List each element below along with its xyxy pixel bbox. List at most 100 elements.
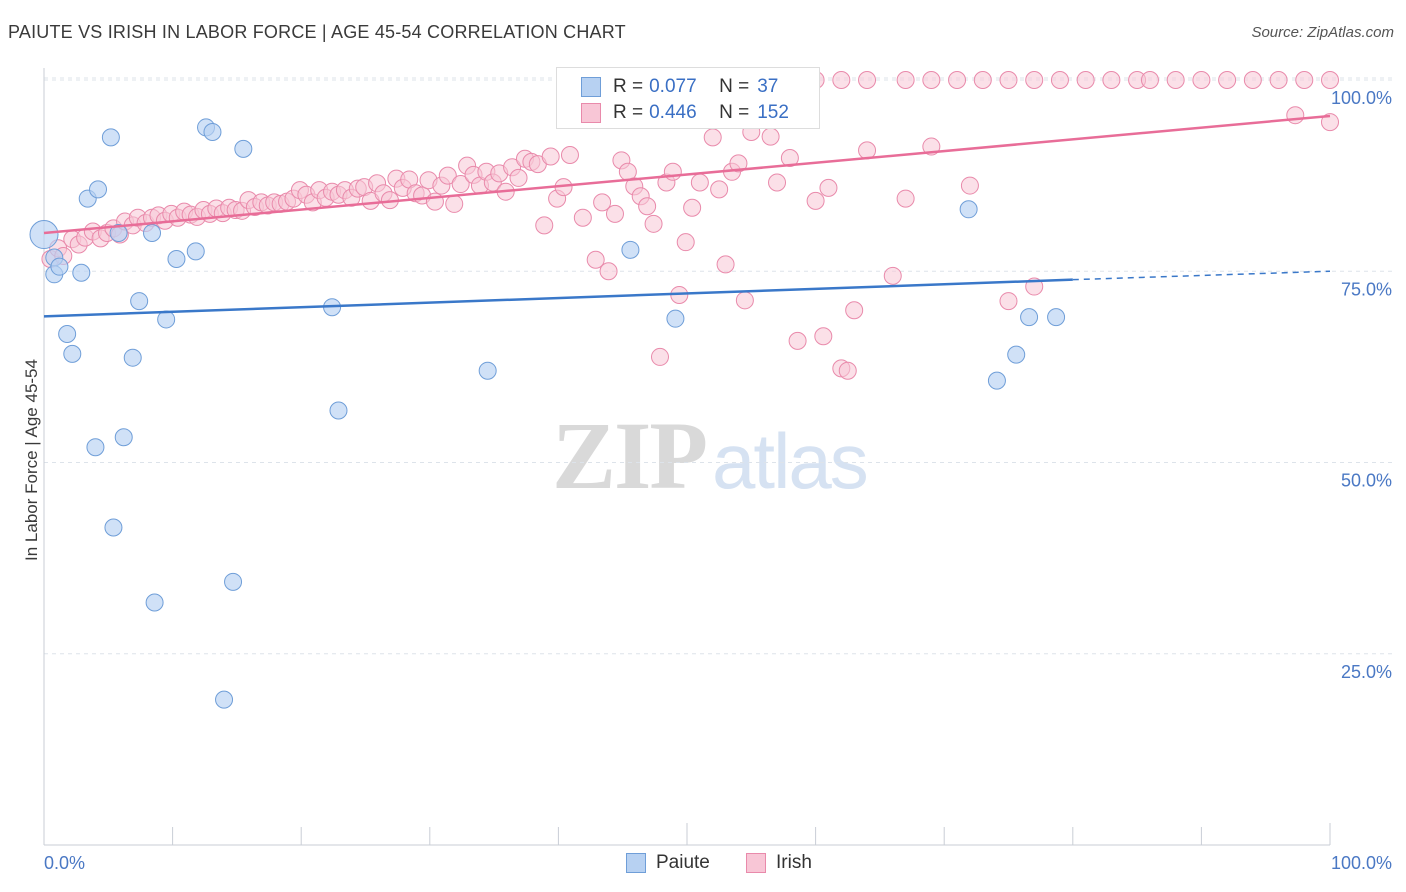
paiute-legend-swatch bbox=[626, 853, 646, 873]
irish-point bbox=[676, 233, 695, 252]
legend-r-label: R = bbox=[613, 76, 644, 97]
irish-point bbox=[1076, 71, 1095, 89]
paiute-point bbox=[234, 139, 253, 158]
irish-point bbox=[845, 301, 864, 320]
irish-point bbox=[599, 262, 618, 281]
paiute-point bbox=[123, 348, 142, 367]
irish-point bbox=[768, 173, 787, 192]
legend-row-paiute: R = 0.077 N = 37 bbox=[581, 74, 778, 100]
paiute-point bbox=[1020, 308, 1039, 327]
irish-swatch bbox=[581, 103, 601, 123]
irish-point bbox=[535, 216, 554, 235]
irish-point bbox=[1192, 71, 1211, 89]
irish-point bbox=[1321, 113, 1339, 132]
grid-layer bbox=[44, 77, 1392, 655]
irish-point bbox=[438, 166, 457, 185]
paiute-points bbox=[29, 71, 1066, 709]
irish-point bbox=[1243, 71, 1262, 89]
irish-point bbox=[1166, 71, 1185, 89]
irish-legend-swatch bbox=[746, 853, 766, 873]
paiute-point bbox=[224, 572, 243, 591]
irish-point bbox=[1295, 71, 1314, 89]
irish-point bbox=[1050, 71, 1069, 89]
irish-point bbox=[819, 178, 838, 197]
paiute-point bbox=[1047, 308, 1066, 327]
x-tick-label: 100.0% bbox=[1331, 853, 1392, 873]
legend-n-label: N = bbox=[719, 102, 750, 123]
paiute-point bbox=[72, 263, 91, 282]
irish-point bbox=[509, 168, 528, 187]
irish-point bbox=[788, 331, 807, 350]
irish-point bbox=[650, 347, 669, 366]
irish-point bbox=[761, 127, 780, 146]
paiute-point bbox=[109, 224, 128, 242]
irish-point bbox=[948, 71, 967, 89]
axis-layer bbox=[43, 68, 1331, 846]
irish-point bbox=[593, 193, 612, 212]
paiute-point bbox=[215, 690, 234, 709]
paiute-point bbox=[104, 518, 123, 537]
legend-r-value: 0.446 bbox=[649, 102, 697, 123]
x-tick-label: 0.0% bbox=[44, 853, 85, 873]
irish-point bbox=[683, 198, 702, 217]
paiute-trend-line bbox=[43, 278, 1073, 318]
paiute-point bbox=[329, 401, 348, 420]
irish-point bbox=[922, 71, 941, 89]
paiute-point bbox=[145, 593, 164, 612]
paiute-point bbox=[63, 344, 82, 363]
irish-point bbox=[1321, 71, 1339, 89]
irish-point bbox=[838, 361, 857, 380]
paiute-point bbox=[58, 324, 77, 343]
legend-row-irish: R = 0.446 N = 152 bbox=[581, 100, 789, 126]
tick-labels: 25.0% 50.0% 75.0% 100.0% 0.0% 100.0% bbox=[44, 88, 1392, 873]
irish-point bbox=[573, 208, 592, 227]
legend-r-value: 0.077 bbox=[649, 76, 697, 97]
irish-point bbox=[729, 154, 748, 173]
paiute-point bbox=[130, 292, 149, 311]
irish-point bbox=[644, 214, 663, 233]
irish-point bbox=[1102, 71, 1121, 89]
correlation-legend: R = 0.077 N = 37 R = 0.446 N = 152 bbox=[556, 67, 820, 129]
irish-point bbox=[896, 189, 915, 208]
irish-point bbox=[973, 71, 992, 89]
irish-point bbox=[560, 145, 579, 164]
legend-n-label: N = bbox=[719, 76, 750, 97]
paiute-point bbox=[666, 309, 685, 328]
paiute-point bbox=[621, 240, 640, 259]
irish-trend-line bbox=[43, 114, 1331, 235]
irish-point bbox=[663, 162, 682, 181]
paiute-point bbox=[101, 128, 120, 147]
irish-point bbox=[445, 194, 464, 213]
chart-title: PAIUTE VS IRISH IN LABOR FORCE | AGE 45-… bbox=[8, 22, 626, 42]
paiute-point bbox=[186, 242, 205, 261]
paiute-point bbox=[29, 220, 59, 250]
paiute-point bbox=[478, 361, 497, 380]
series-legend-paiute[interactable]: Paiute bbox=[626, 852, 710, 874]
irish-point bbox=[703, 128, 722, 147]
irish-point bbox=[1140, 71, 1159, 89]
irish-point bbox=[883, 266, 902, 285]
irish-point bbox=[858, 71, 877, 89]
paiute-legend-label: Paiute bbox=[656, 852, 710, 873]
paiute-point bbox=[959, 200, 978, 219]
irish-point bbox=[999, 71, 1018, 89]
chart-source: Source: ZipAtlas.com bbox=[1251, 24, 1394, 41]
irish-point bbox=[586, 250, 605, 269]
series-legend: Paiute Irish bbox=[0, 852, 1406, 878]
legend-n-value: 37 bbox=[757, 76, 779, 97]
irish-point bbox=[896, 71, 915, 89]
paiute-point bbox=[89, 180, 108, 199]
y-tick-label: 50.0% bbox=[1341, 471, 1392, 491]
legend-n-value: 152 bbox=[757, 102, 789, 123]
irish-point bbox=[1269, 71, 1288, 89]
paiute-point bbox=[157, 310, 176, 329]
paiute-point bbox=[167, 250, 186, 269]
paiute-point bbox=[143, 224, 162, 242]
paiute-point bbox=[50, 257, 69, 276]
series-legend-irish[interactable]: Irish bbox=[746, 852, 812, 874]
irish-point bbox=[541, 147, 560, 166]
paiute-point bbox=[86, 438, 105, 457]
trend-lines bbox=[43, 114, 1331, 318]
irish-point bbox=[690, 173, 709, 192]
